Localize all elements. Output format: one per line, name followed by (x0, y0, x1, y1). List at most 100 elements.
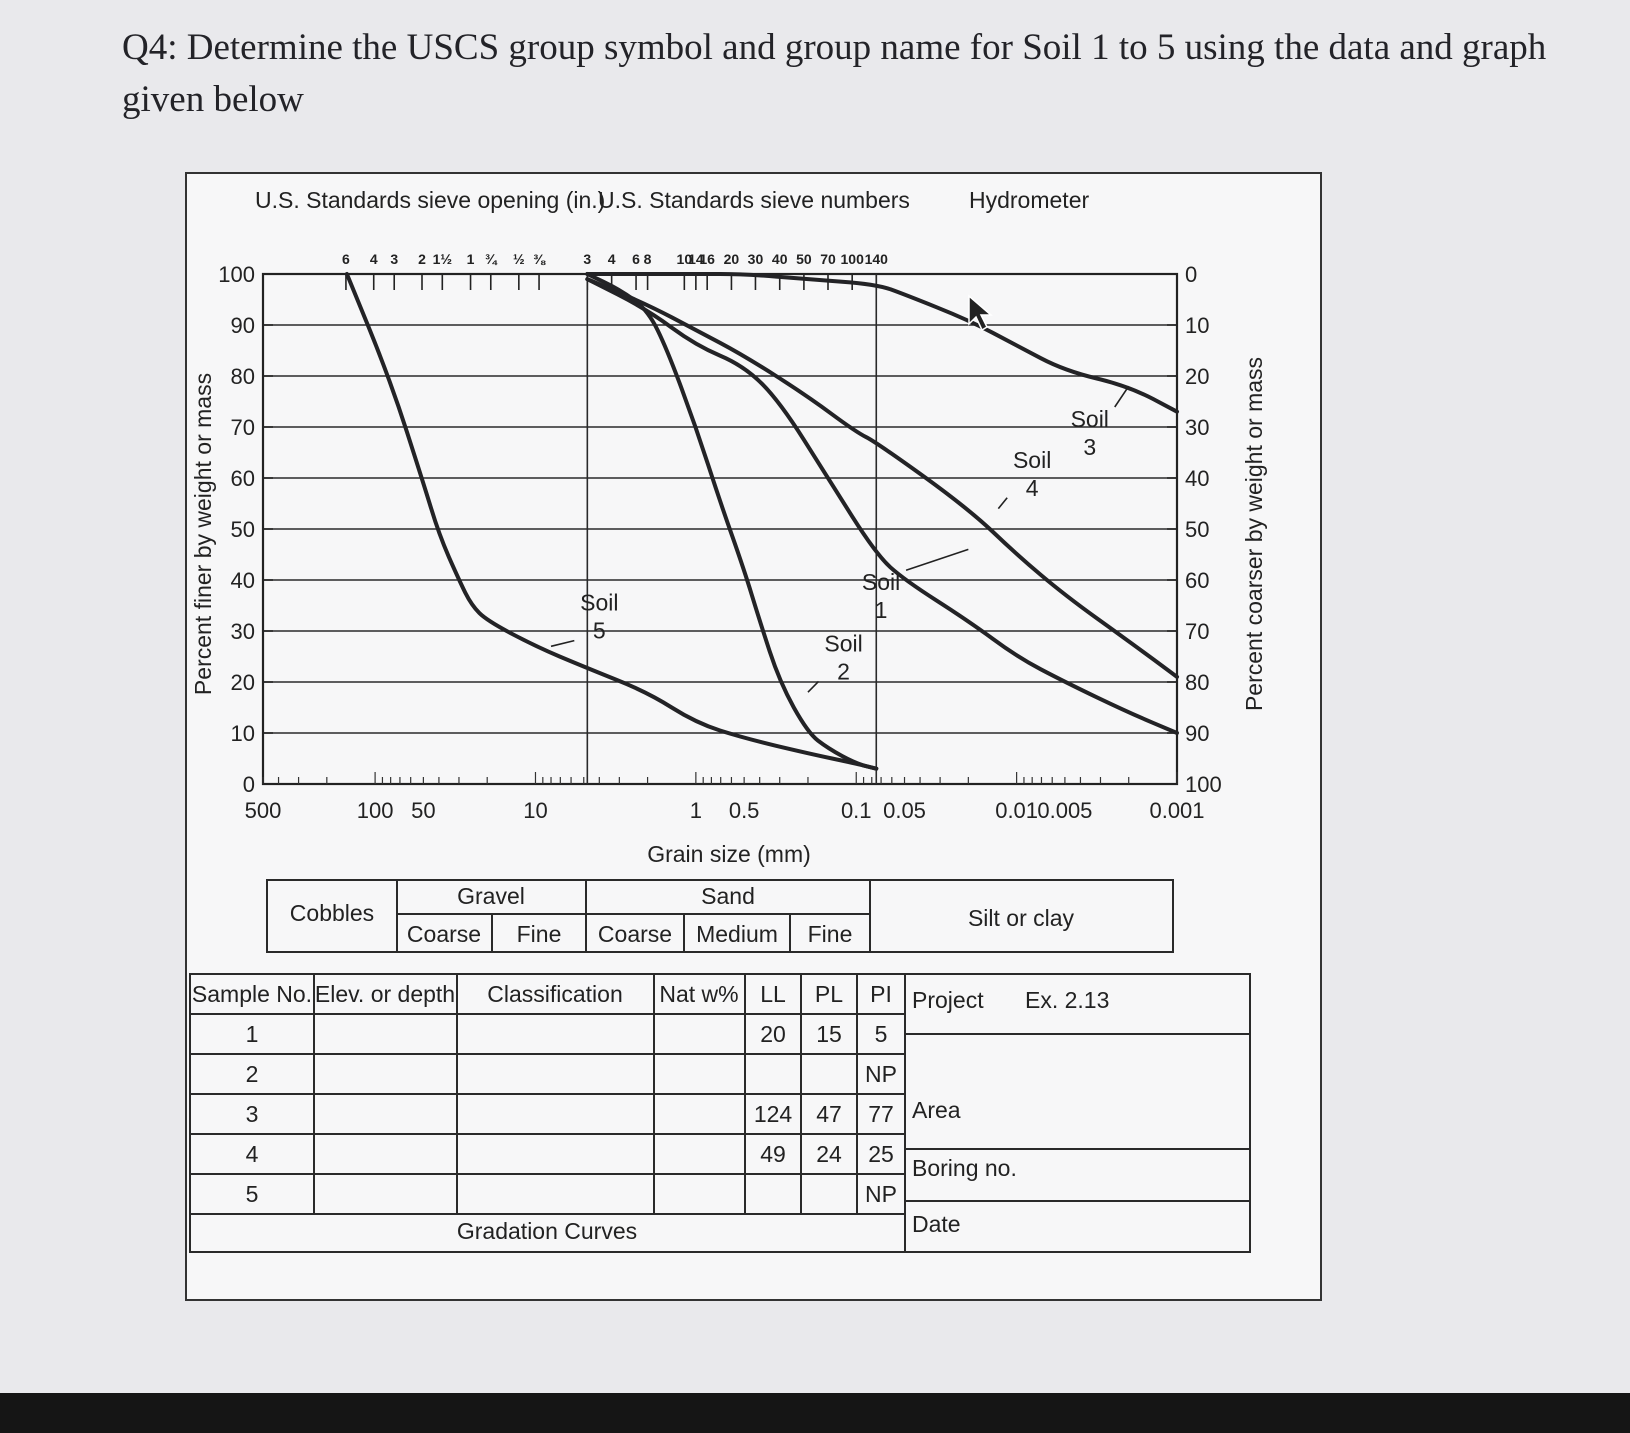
header-sieve-numbers: U.S. Standards sieve numbers (598, 187, 910, 213)
y-tick-label-left: 20 (231, 670, 255, 695)
y-tick-label-left: 70 (231, 415, 255, 440)
y-tick-label-left: 0 (243, 772, 255, 797)
series-label-pointer (905, 548, 969, 571)
sieve-label: 30 (748, 251, 764, 267)
data-table: Sample No. Elev. or depth Classification Na… (189, 973, 1251, 1253)
y-tick-label-right: 90 (1185, 721, 1209, 746)
series-label-number: 2 (837, 658, 850, 684)
sieve-label: 6 (342, 251, 350, 267)
table-cell: 20 (760, 1021, 786, 1047)
series-line-soil-5 (344, 272, 879, 771)
y-tick-label-right: 100 (1185, 772, 1222, 797)
band-gravel-coarse: Coarse (407, 921, 481, 947)
table-cell: 1 (246, 1021, 259, 1047)
series-label-number: 3 (1083, 434, 1096, 460)
band-gravel: Gravel (457, 883, 525, 909)
x-tick-label: 50 (411, 798, 435, 823)
series-label-number: 4 (1026, 475, 1039, 501)
x-tick-label: 500 (245, 798, 282, 823)
boring-label: Boring no. (912, 1155, 1017, 1181)
series-label-pointer (1114, 385, 1130, 408)
sieve-label: 140 (865, 251, 889, 267)
x-tick-label: 0.05 (883, 798, 926, 823)
series-label-pointer (807, 680, 820, 693)
x-tick-label: 1 (690, 798, 702, 823)
series-label-pointer (550, 639, 575, 648)
screen-bezel (0, 1393, 1630, 1433)
sieve-label: 1 (467, 251, 475, 267)
project-label: Project (912, 987, 984, 1013)
project-value: Ex. 2.13 (1025, 987, 1109, 1013)
sieve-label: 2 (418, 251, 426, 267)
series-line-soil-4 (585, 277, 1179, 679)
area-label: Area (912, 1097, 961, 1123)
table-cell: 49 (760, 1141, 786, 1167)
table-cell: 5 (246, 1181, 259, 1207)
x-tick-label: 10 (523, 798, 547, 823)
sieve-label: 8 (644, 251, 652, 267)
x-tick-label: 0.001 (1149, 798, 1204, 823)
table-footer: Gradation Curves (457, 1218, 637, 1244)
x-tick-label: 0.005 (1037, 798, 1092, 823)
table-cell: NP (865, 1181, 897, 1207)
band-sand: Sand (701, 883, 755, 909)
series-label-soil-1: Soil (862, 569, 900, 595)
y-tick-label-left: 60 (231, 466, 255, 491)
y-tick-label-left: 80 (231, 364, 255, 389)
table-cell: NP (865, 1061, 897, 1087)
y-axis-title-left: Percent finer by weight or mass (190, 373, 216, 695)
y-tick-label-left: 30 (231, 619, 255, 644)
series-group (344, 272, 1179, 771)
sieve-label: 100 (841, 251, 865, 267)
table-header: Elev. or depth (315, 981, 455, 1007)
series-label-soil-2: Soil (824, 630, 862, 656)
sieve-label: 3 (390, 251, 398, 267)
table-cell: 5 (875, 1021, 888, 1047)
table-cell: 4 (246, 1141, 259, 1167)
x-axis-title: Grain size (mm) (647, 841, 811, 867)
y-axis-title-right: Percent coarser by weight or mass (1241, 357, 1267, 711)
y-tick-label-right: 0 (1185, 262, 1197, 287)
sieve-label: 1½ (433, 251, 453, 267)
series-label-soil-5: Soil (580, 590, 618, 616)
table-cell: 77 (868, 1101, 894, 1127)
sieve-label: ⅜ (533, 251, 546, 267)
band-gravel-fine: Fine (517, 921, 562, 947)
band-sand-coarse: Coarse (598, 921, 672, 947)
y-tick-label-left: 40 (231, 568, 255, 593)
series-label-pointer (997, 497, 1008, 510)
table-header: LL (760, 981, 786, 1007)
y-tick-label-right: 80 (1185, 670, 1209, 695)
sieve-label: 70 (820, 251, 836, 267)
table-cell: 24 (816, 1141, 842, 1167)
table-cell: 124 (754, 1101, 793, 1127)
sieve-label: 4 (370, 251, 378, 267)
sieve-label: 50 (796, 251, 812, 267)
x-axis: 500 100 50 10 1 0.5 0.1 0.05 0.01 0.005 0.001 (245, 798, 1205, 823)
y-tick-label-right: 60 (1185, 568, 1209, 593)
band-sand-medium: Medium (696, 921, 778, 947)
series-line-soil-3 (585, 272, 1179, 414)
series-line-soil-1 (585, 277, 1179, 735)
gradation-sheet: U.S. Standards sieve opening (in.) U.S. … (185, 172, 1322, 1301)
y-tick-label-left: 50 (231, 517, 255, 542)
y-tick-label-right: 70 (1185, 619, 1209, 644)
table-header: Nat w% (659, 981, 738, 1007)
x-tick-label: 100 (357, 798, 394, 823)
y-tick-label-left: 90 (231, 313, 255, 338)
sieve-label: 10 (677, 251, 693, 267)
series-label-soil-3: Soil (1071, 406, 1109, 432)
series-label-number: 5 (593, 618, 606, 644)
classification-band: Cobbles Gravel Coarse Fine Sand Coarse M… (266, 879, 1174, 953)
table-header: PL (815, 981, 843, 1007)
sieve-label: 4 (608, 251, 616, 267)
y-tick-label-left: 100 (218, 262, 255, 287)
sieve-label: ½ (513, 251, 525, 267)
sieve-label: 6 (632, 251, 640, 267)
sieve-label: 3 (583, 251, 591, 267)
y-tick-label-left: 10 (231, 721, 255, 746)
table-cell: 25 (868, 1141, 894, 1167)
